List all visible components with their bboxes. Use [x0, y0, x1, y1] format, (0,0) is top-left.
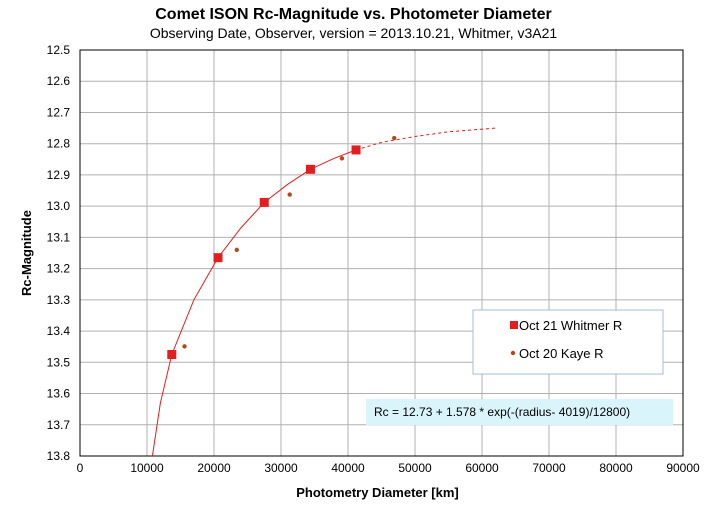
legend-box	[472, 309, 664, 375]
chart-title: Comet ISON Rc-Magnitude vs. Photometer D…	[155, 6, 552, 23]
fit-curve-line	[151, 149, 357, 457]
x-tick-label: 20000	[197, 461, 231, 475]
x-tick-labels: 0 10000 20000 30000 40000 50000 60000 70000 8000…	[77, 461, 700, 475]
data-point-kaye	[234, 247, 239, 253]
data-point-whitmer	[259, 197, 269, 207]
y-axis-label: Rc-Magnitude	[19, 210, 34, 296]
data-point-whitmer	[213, 253, 223, 263]
y-tick-label: 13.8	[47, 449, 71, 463]
y-tick-label: 13.6	[47, 387, 71, 401]
y-tick-labels: 12.5 12.6 12.7 12.8 12.9 13.0 13.1 13.2 13.3 13.4…	[47, 43, 71, 463]
fit-equation-box: Rc = 12.73 + 1.578 * exp(-(radius- 4019)…	[366, 399, 673, 425]
y-tick-label: 13.4	[47, 324, 71, 338]
fit-curve-layer	[151, 127, 496, 457]
y-tick-label: 13.2	[47, 262, 71, 276]
legend-marker-whitmer	[510, 321, 518, 329]
x-tick-label: 40000	[331, 461, 365, 475]
chart-subtitle: Observing Date, Observer, version = 2013…	[149, 25, 558, 41]
x-tick-label: 30000	[264, 461, 298, 475]
legend-label-kaye: Oct 20 Kaye R	[519, 346, 604, 361]
data-point-kaye	[339, 156, 345, 161]
data-point-kaye	[182, 344, 187, 349]
plot-area-border	[79, 49, 684, 457]
x-tick-label: 70000	[532, 461, 566, 475]
x-tick-label: 80000	[599, 461, 633, 475]
data-point-whitmer	[305, 164, 315, 174]
fit-curve-extrapolation	[355, 127, 496, 151]
y-tick-label: 13.5	[47, 355, 71, 369]
fit-equation: Rc = 12.73 + 1.578 * exp(-(radius- 4019)…	[374, 405, 630, 419]
x-tick-label: 60000	[465, 461, 499, 475]
x-tick-label: 0	[77, 461, 84, 475]
data-marks-layer	[167, 135, 397, 359]
y-tick-label: 12.7	[47, 105, 71, 119]
data-point-kaye	[287, 192, 292, 197]
y-tick-label: 13.1	[47, 230, 71, 244]
y-tick-label: 13.0	[47, 199, 71, 213]
y-tick-label: 12.5	[47, 43, 71, 57]
data-point-kaye	[392, 135, 397, 141]
legend-label-whitmer: Oct 21 Whitmer R	[519, 318, 622, 333]
y-tick-label: 13.3	[47, 293, 71, 307]
y-tick-label: 12.9	[47, 168, 71, 182]
data-point-whitmer	[167, 350, 177, 359]
legend-marker-kaye	[510, 350, 516, 356]
grid-layer	[79, 49, 684, 457]
legend: Oct 21 Whitmer R Oct 20 Kaye R	[472, 309, 664, 375]
x-axis-label: Photometry Diameter [km]	[296, 485, 459, 500]
x-tick-label: 10000	[130, 461, 164, 475]
y-tick-label: 13.7	[47, 418, 71, 432]
x-tick-label: 90000	[666, 461, 700, 475]
fit-equation-background	[366, 399, 673, 425]
data-point-whitmer	[351, 145, 361, 155]
y-tick-label: 12.8	[47, 137, 71, 151]
x-tick-label: 50000	[398, 461, 432, 475]
y-tick-label: 12.6	[47, 74, 71, 88]
